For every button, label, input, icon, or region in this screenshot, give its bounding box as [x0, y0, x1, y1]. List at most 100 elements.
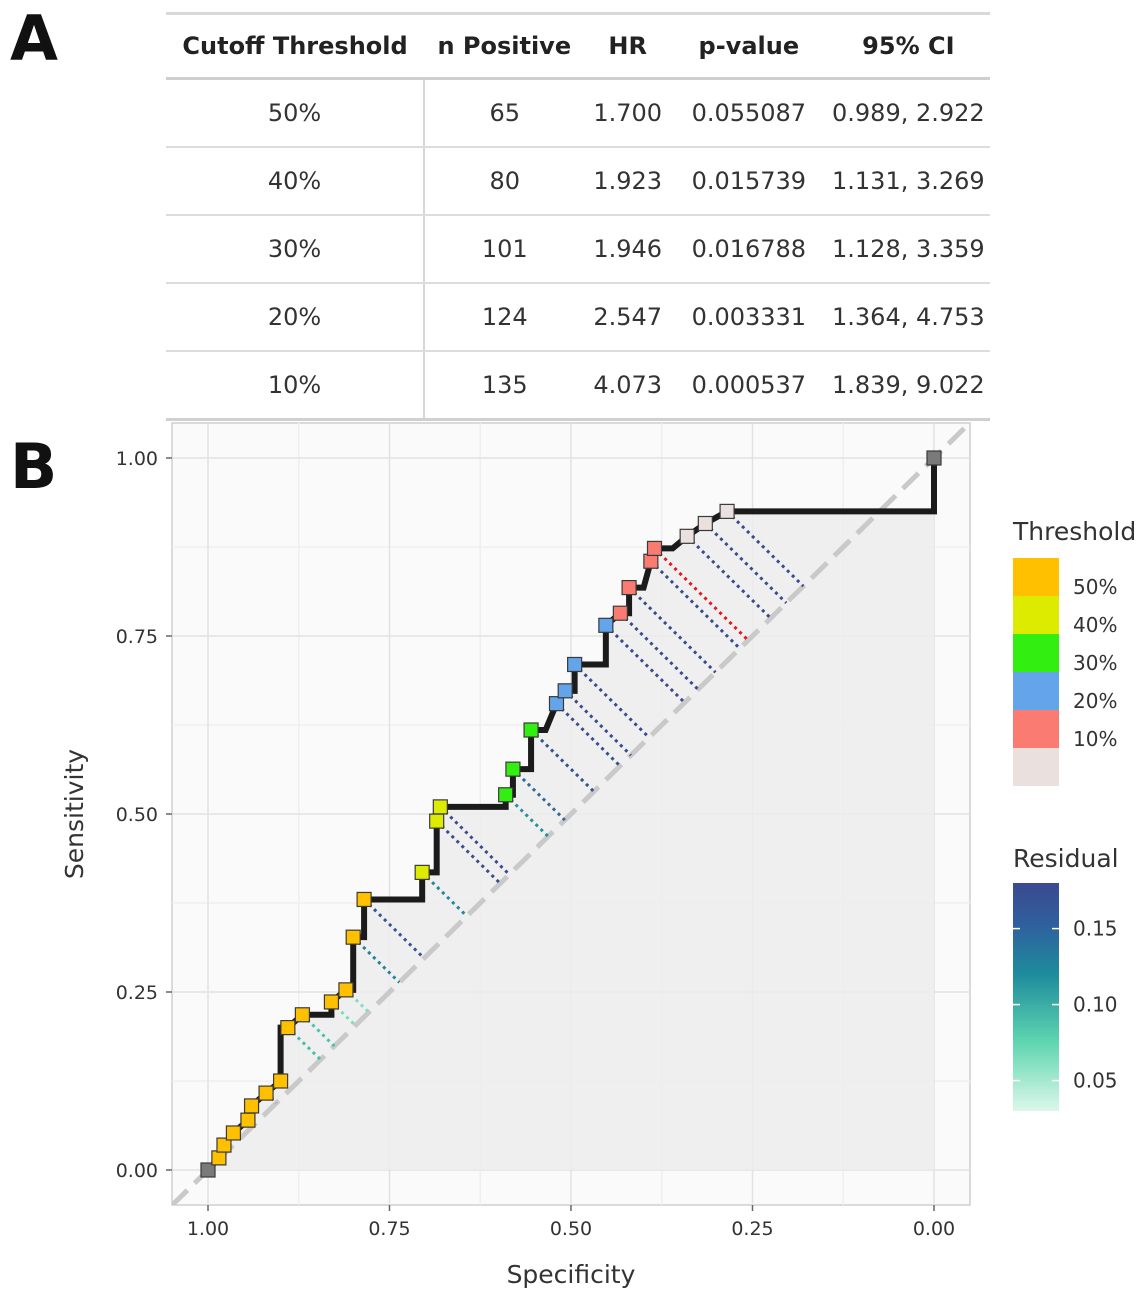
residual-line: [564, 689, 632, 757]
roc-point: [273, 1073, 289, 1089]
cell-ci: 1.128, 3.359: [826, 215, 990, 284]
residual-tick-label: 0.15: [1073, 917, 1118, 941]
table-header-row: Cutoff Threshold n Positive HR p-value 9…: [166, 12, 990, 80]
x-axis-ticks: 1.00 0.75 0.50 0.25 0.00: [187, 1205, 955, 1240]
roc-point: [338, 982, 354, 998]
threshold-legend-title: Threshold: [1012, 517, 1136, 546]
threshold-legend-label: 40%: [1073, 613, 1117, 637]
table-row: 40% 80 1.923 0.015739 1.131, 3.269: [166, 147, 990, 216]
residual-legend-title: Residual: [1013, 844, 1119, 873]
x-tick-label: 0.00: [913, 1218, 955, 1240]
threshold-legend-swatch: [1013, 596, 1059, 634]
roc-point: [211, 1150, 227, 1166]
roc-point: [679, 528, 695, 544]
roc-point: [621, 579, 637, 596]
cell-n-positive: 101: [424, 215, 585, 284]
diagonal-reference-line: [172, 423, 970, 1205]
x-tick-label: 0.25: [731, 1218, 773, 1240]
table-row: 50% 65 1.700 0.055087 0.989, 2.922: [166, 78, 990, 148]
cell-ci: 1.364, 4.753: [826, 283, 990, 352]
y-axis-ticks: 0.00 0.25 0.50 0.75 1.00: [116, 448, 172, 1182]
cell-p-value: 0.015739: [670, 147, 827, 216]
cell-hr: 2.547: [584, 283, 671, 352]
residual-tick-label: 0.10: [1073, 993, 1118, 1017]
roc-point: [646, 540, 663, 557]
cell-hr: 1.923: [584, 147, 671, 216]
roc-point: [240, 1112, 256, 1128]
cell-threshold: 40%: [166, 147, 426, 216]
roc-point: [719, 503, 735, 520]
cell-p-value: 0.003331: [670, 283, 827, 352]
roc-point: [567, 656, 583, 673]
cell-threshold: 30%: [166, 215, 426, 284]
cell-threshold: 20%: [166, 283, 426, 352]
x-axis-label: Specificity: [507, 1260, 636, 1289]
x-tick-label: 1.00: [187, 1218, 229, 1240]
roc-point: [345, 929, 361, 945]
panel-label-a: A: [10, 2, 58, 75]
cell-n-positive: 124: [424, 283, 585, 352]
cell-ci: 1.131, 3.269: [826, 147, 990, 216]
x-tick-label: 0.50: [550, 1218, 592, 1240]
cell-threshold: 10%: [166, 351, 426, 421]
panel-label-b: B: [10, 430, 58, 503]
cell-n-positive: 80: [424, 147, 585, 216]
cell-ci: 0.989, 2.922: [826, 78, 990, 148]
roc-point: [612, 605, 628, 621]
cell-hr: 1.946: [584, 215, 671, 284]
cell-p-value: 0.016788: [670, 215, 827, 284]
residual-line: [530, 728, 595, 793]
roc-point: [414, 864, 430, 880]
residual-line: [653, 547, 750, 642]
threshold-legend-swatch: [1013, 672, 1059, 710]
table-row: 30% 101 1.946 0.016788 1.128, 3.359: [166, 215, 990, 284]
cell-hr: 1.700: [584, 78, 671, 148]
roc-point: [225, 1125, 242, 1141]
threshold-legend-label: 30%: [1073, 651, 1117, 675]
cell-p-value: 0.055087: [670, 78, 827, 148]
threshold-points: [200, 450, 942, 1178]
x-tick-label: 0.75: [368, 1218, 410, 1240]
roc-point: [243, 1098, 260, 1114]
roc-point: [523, 722, 539, 738]
header-ci: 95% CI: [826, 12, 990, 80]
roc-point: [280, 1019, 296, 1036]
header-p-value: p-value: [670, 12, 827, 80]
residual-line: [604, 624, 686, 704]
y-tick-label: 0.00: [116, 1160, 158, 1182]
roc-point: [429, 813, 445, 829]
header-cutoff-threshold: Cutoff Threshold: [166, 12, 425, 80]
threshold-legend-swatch: [1013, 558, 1059, 596]
roc-point: [557, 683, 573, 699]
roc-point: [200, 1162, 216, 1178]
cell-threshold: 50%: [166, 78, 426, 148]
residual-line: [330, 1000, 357, 1027]
residual-line: [573, 663, 651, 739]
roc-point: [356, 891, 372, 908]
residual-line: [435, 820, 502, 885]
roc-chart: 1.00 0.75 0.50 0.25 0.00 0.00 0.25 0.50 0.75 1.0…: [60, 422, 1136, 1289]
roc-point: [216, 1137, 232, 1153]
roc-point: [432, 799, 448, 815]
results-table: Cutoff Threshold n Positive HR p-value 9…: [166, 12, 990, 421]
roc-point: [498, 787, 514, 803]
residual-line: [628, 586, 717, 674]
residual-line: [555, 702, 622, 768]
threshold-legend-label: 20%: [1073, 689, 1117, 713]
y-tick-label: 1.00: [116, 448, 158, 470]
roc-point: [548, 696, 565, 712]
cell-n-positive: 135: [424, 351, 585, 421]
y-tick-label: 0.25: [116, 982, 158, 1004]
roc-point: [697, 515, 713, 532]
residual-line: [511, 768, 566, 822]
cell-p-value: 0.000537: [670, 351, 827, 421]
threshold-legend-swatch: [1013, 634, 1059, 672]
residual-line: [439, 805, 511, 876]
roc-point: [294, 1007, 310, 1023]
threshold-legend-label: 10%: [1073, 727, 1117, 751]
threshold-legend-swatch: [1013, 748, 1059, 786]
residual-tick-label: 0.05: [1073, 1069, 1118, 1093]
roc-point: [598, 617, 614, 633]
cell-ci: 1.839, 9.022: [826, 351, 990, 421]
y-axis-label: Sensitivity: [60, 749, 89, 879]
